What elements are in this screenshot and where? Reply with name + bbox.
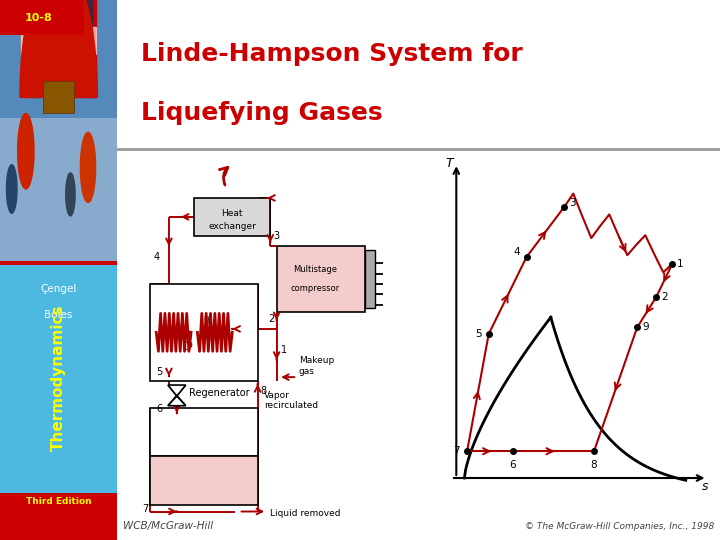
Text: 5: 5 (475, 329, 482, 339)
Bar (0, 0, 84, 35)
Text: 4: 4 (153, 252, 159, 262)
Text: Liquid removed: Liquid removed (270, 509, 341, 518)
Text: Third Edition: Third Edition (26, 497, 91, 506)
Text: 6: 6 (510, 460, 516, 470)
Text: 5: 5 (156, 367, 163, 377)
Polygon shape (81, 132, 96, 202)
Text: 8: 8 (261, 386, 267, 396)
Text: 2: 2 (661, 292, 667, 302)
Polygon shape (168, 385, 186, 406)
Text: Heat: Heat (222, 208, 243, 218)
Bar (0, 261, 117, 265)
Text: Makeup
gas: Makeup gas (299, 356, 334, 376)
Text: 6: 6 (156, 403, 163, 414)
Text: Thermodynamics: Thermodynamics (51, 305, 66, 451)
Text: 9: 9 (642, 322, 649, 332)
Bar (194, 198, 270, 236)
Bar (0, 0, 117, 262)
Bar (0, 510, 117, 540)
Text: exchanger: exchanger (208, 222, 256, 231)
Text: 7: 7 (454, 446, 460, 456)
Bar (276, 246, 365, 312)
Text: 10-8: 10-8 (25, 13, 53, 23)
Text: T: T (446, 157, 453, 170)
Text: Linde-Hampson System for: Linde-Hampson System for (141, 42, 523, 66)
Bar (365, 249, 375, 308)
Text: 1: 1 (282, 345, 287, 355)
Text: Regenerator: Regenerator (189, 388, 250, 397)
Bar (150, 456, 258, 504)
Polygon shape (66, 173, 75, 216)
Polygon shape (20, 0, 97, 97)
Text: 3: 3 (274, 231, 279, 241)
Text: WCB/McGraw-Hill: WCB/McGraw-Hill (123, 522, 214, 531)
Text: Vapor
recirculated: Vapor recirculated (264, 391, 318, 410)
Text: Boles: Boles (45, 310, 73, 321)
Polygon shape (6, 165, 17, 213)
Bar (150, 408, 258, 456)
Text: Multistage: Multistage (292, 265, 337, 274)
Bar (0, 262, 117, 510)
Text: Q: Q (183, 340, 193, 353)
Text: compressor: compressor (290, 284, 339, 293)
Text: 7: 7 (142, 503, 148, 514)
Bar (0, 493, 117, 510)
Bar (43, 81, 74, 113)
Text: Liquefying Gases: Liquefying Gases (141, 102, 383, 125)
Bar (0, 118, 117, 262)
Text: 2: 2 (269, 314, 275, 324)
Text: 1: 1 (677, 259, 684, 269)
Text: © The McGraw-Hill Companies, Inc., 1998: © The McGraw-Hill Companies, Inc., 1998 (525, 522, 714, 531)
Text: 8: 8 (590, 460, 598, 470)
Text: Çengel: Çengel (40, 284, 77, 294)
Text: 3: 3 (569, 199, 576, 208)
Bar (150, 284, 258, 381)
Text: 4: 4 (514, 247, 521, 257)
Polygon shape (18, 113, 34, 189)
Text: s: s (702, 480, 708, 492)
Text: 9: 9 (204, 316, 210, 326)
